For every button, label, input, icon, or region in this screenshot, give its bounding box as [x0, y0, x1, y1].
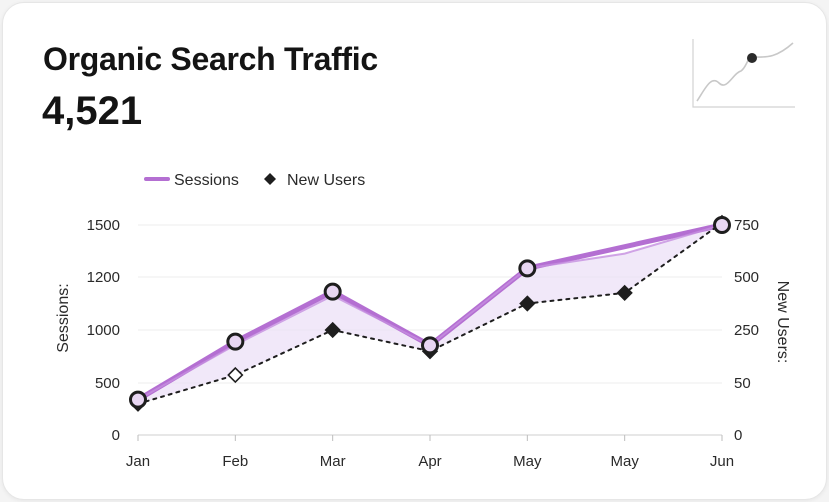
- new-users-point[interactable]: [227, 366, 244, 384]
- x-tick-label: Jan: [126, 453, 150, 470]
- sessions-point[interactable]: [226, 332, 245, 351]
- new-users-point[interactable]: [519, 295, 536, 312]
- widget-title: Organic Search Traffic: [43, 41, 378, 77]
- y-left-tick-label: 0: [112, 427, 120, 444]
- x-tick-label: Jun: [710, 453, 734, 470]
- sessions-line: [135, 222, 725, 403]
- y-right-tick-label: 250: [734, 322, 759, 339]
- new-users-point[interactable]: [616, 284, 633, 302]
- x-tick-label: Apr: [418, 453, 441, 470]
- new-users-point[interactable]: [324, 321, 341, 339]
- y-right-tick-label: 50: [734, 375, 751, 392]
- y-left-tick-label: 500: [95, 375, 120, 392]
- x-tick-label: May: [513, 453, 542, 470]
- y-right-axis-title: New Users:: [774, 281, 791, 364]
- y-right-tick-label: 750: [734, 217, 759, 234]
- x-tick-label: Mar: [320, 453, 346, 470]
- traffic-total: 4,521: [42, 89, 143, 133]
- legend-label-new-users: New Users: [287, 172, 365, 189]
- sparkline-icon[interactable]: [689, 37, 797, 111]
- sessions-point[interactable]: [323, 282, 342, 301]
- y-left-tick-label: 1200: [87, 269, 120, 286]
- sessions-point[interactable]: [713, 216, 731, 234]
- y-left-tick-label: 1500: [87, 217, 120, 234]
- legend-label-sessions: Sessions: [174, 172, 239, 189]
- legend-swatch-new-users: [264, 173, 276, 185]
- sessions-point[interactable]: [518, 259, 537, 278]
- x-tick-label: Feb: [222, 453, 248, 470]
- sessions-point[interactable]: [129, 390, 147, 409]
- sessions-point[interactable]: [421, 336, 439, 355]
- y-left-tick-label: 1000: [87, 322, 120, 339]
- y-left-axis-title: Sessions:: [55, 283, 72, 352]
- y-right-tick-label: 0: [734, 427, 742, 444]
- x-tick-label: May: [610, 453, 639, 470]
- y-right-tick-label: 500: [734, 269, 759, 286]
- sessions-band: [138, 222, 722, 404]
- legend: Sessions New Users: [144, 172, 365, 189]
